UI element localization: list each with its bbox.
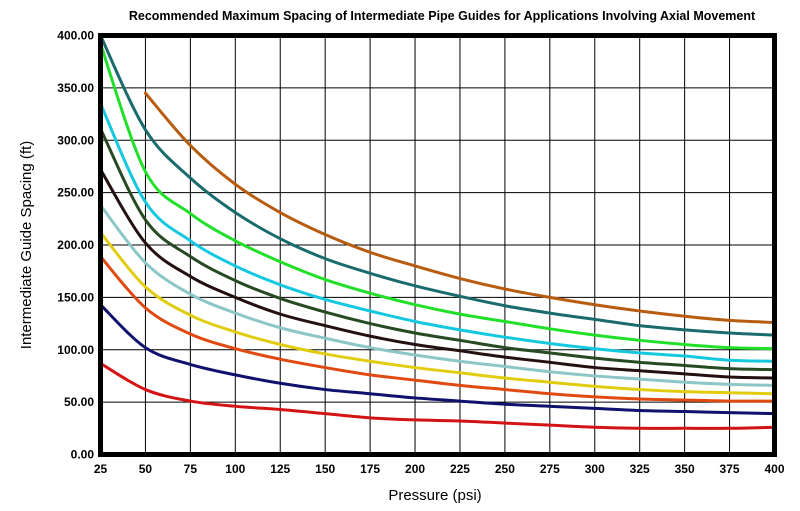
series-line-3 [100, 42, 775, 351]
y-axis-label: Intermediate Guide Spacing (ft) [18, 141, 35, 349]
y-tick-label: 100.00 [57, 343, 94, 357]
x-tick-label: 325 [630, 462, 650, 476]
series-line-8 [100, 230, 775, 396]
x-tick-label: 275 [540, 462, 560, 476]
y-tick-label: 200.00 [57, 238, 94, 252]
x-tick-label: 75 [184, 462, 198, 476]
plot-frame [98, 33, 777, 457]
x-tick-label: 225 [450, 462, 470, 476]
series-line-4 [100, 102, 775, 363]
series-line-9 [100, 255, 775, 403]
x-tick-label: 25 [94, 462, 108, 476]
x-tick-label: 350 [675, 462, 695, 476]
series-line-11 [100, 361, 775, 430]
x-tick-label: 400 [764, 462, 784, 476]
x-tick-label: 150 [315, 462, 335, 476]
x-tick-label: 200 [405, 462, 425, 476]
series-line-2 [100, 35, 775, 337]
chart-title: Recommended Maximum Spacing of Intermedi… [129, 9, 756, 23]
y-tick-label: 250.00 [57, 186, 94, 200]
x-tick-label: 300 [585, 462, 605, 476]
x-tick-label: 375 [720, 462, 740, 476]
y-tick-label: 150.00 [57, 290, 94, 304]
series-line-5 [100, 127, 775, 372]
series-line-7 [100, 203, 775, 387]
x-tick-label: 50 [139, 462, 153, 476]
y-tick-label: 300.00 [57, 133, 94, 147]
x-tick-label: 100 [225, 462, 245, 476]
x-tick-label: 125 [270, 462, 290, 476]
series-line-1 [143, 91, 775, 325]
series-line-10 [100, 303, 775, 416]
x-tick-label: 250 [495, 462, 515, 476]
x-tick-label: 175 [360, 462, 380, 476]
y-tick-label: 400.00 [57, 29, 94, 43]
x-axis-label: Pressure (psi) [388, 487, 481, 504]
series-layer [100, 35, 775, 430]
y-tick-label: 350.00 [57, 81, 94, 95]
y-tick-labels: 0.00 50.00 100.00 150.00 200.00 250.00 300.00 3… [57, 29, 94, 462]
series-line-6 [100, 168, 775, 380]
y-tick-label: 0.00 [71, 448, 95, 462]
x-tick-labels: 25 50 75 100 125 150 175 200 225 250 275 300 325 350 3… [94, 462, 785, 476]
y-tick-label: 50.00 [64, 395, 94, 409]
